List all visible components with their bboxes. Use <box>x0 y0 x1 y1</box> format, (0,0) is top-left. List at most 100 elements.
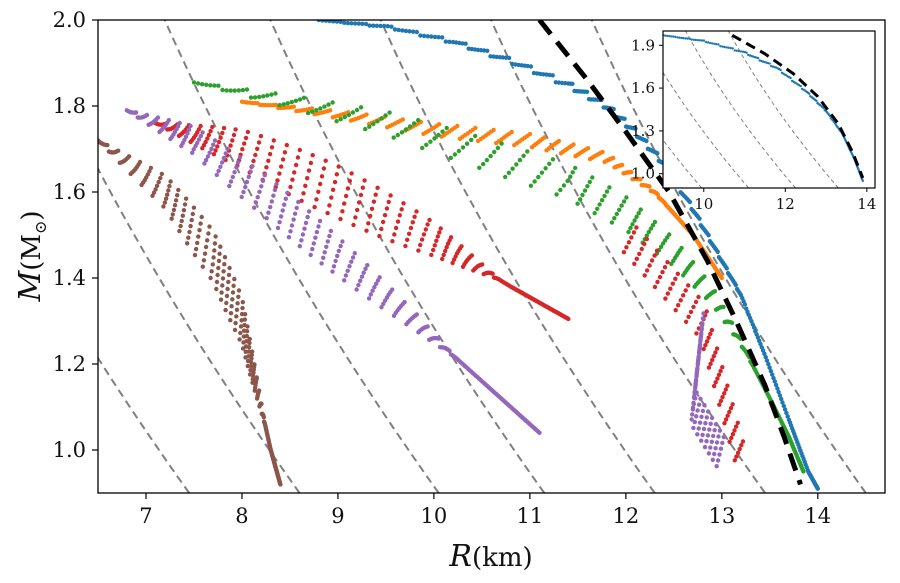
data-point-red <box>665 291 670 296</box>
data-point-blue <box>407 29 412 34</box>
data-point-orange <box>556 138 562 144</box>
data-point-blue <box>363 21 369 27</box>
data-point-green <box>346 112 352 118</box>
data-point-red <box>369 206 375 211</box>
data-point-blue <box>717 43 720 46</box>
data-point-green <box>590 175 595 180</box>
data-point-purple <box>288 229 293 234</box>
data-point-brown <box>236 294 241 299</box>
data-point-blue <box>323 20 329 23</box>
data-point-red <box>732 428 737 433</box>
data-point-blue <box>767 365 772 370</box>
data-point-brown <box>202 251 208 256</box>
data-point-blue <box>460 41 465 46</box>
data-point-brown <box>182 202 188 207</box>
data-point-red <box>694 331 699 336</box>
data-point-purple <box>319 261 324 266</box>
data-point-blue <box>784 410 789 416</box>
data-point-purple <box>691 401 696 407</box>
y-tick-label: 1.6 <box>53 180 86 204</box>
data-point-brown <box>215 272 220 278</box>
data-point-red <box>713 350 718 355</box>
data-point-green <box>604 189 610 194</box>
data-point-green <box>636 211 641 216</box>
data-point-brown <box>229 304 234 309</box>
data-point-purple <box>379 305 384 310</box>
data-point-purple <box>207 150 212 155</box>
data-point-purple <box>335 253 340 259</box>
data-point-green <box>630 222 635 227</box>
data-point-red <box>206 132 212 138</box>
data-point-purple <box>292 211 298 216</box>
data-point-orange <box>400 117 405 122</box>
data-point-green <box>281 102 286 107</box>
data-point-red <box>293 162 299 168</box>
data-point-blue <box>690 38 693 41</box>
data-point-brown <box>252 362 257 367</box>
data-point-purple <box>690 412 695 417</box>
data-point-brown <box>191 205 197 210</box>
data-point-purple <box>347 264 352 269</box>
data-point-green <box>510 166 515 171</box>
data-point-red <box>739 443 744 448</box>
data-point-green <box>383 113 388 118</box>
series-blue <box>663 34 864 183</box>
data-point-green <box>521 153 526 158</box>
data-point-orange <box>291 104 296 109</box>
y-axis-sun-symbol: ⊙ <box>31 221 50 234</box>
data-point-purple <box>711 433 716 439</box>
data-point-red <box>421 232 427 237</box>
data-point-red <box>295 155 301 160</box>
data-point-brown <box>189 217 194 223</box>
data-point-red <box>431 247 436 253</box>
data-point-orange <box>719 275 724 281</box>
data-point-brown <box>170 212 175 217</box>
data-point-purple <box>366 296 372 301</box>
data-point-red <box>723 417 729 422</box>
data-point-red <box>429 252 434 258</box>
data-point-orange <box>647 184 652 189</box>
data-point-red <box>735 420 740 425</box>
data-point-purple <box>244 179 250 185</box>
data-point-blue <box>724 266 729 271</box>
data-point-green <box>236 88 241 93</box>
data-point-brown <box>126 154 132 159</box>
data-point-purple <box>706 409 711 414</box>
data-point-brown <box>116 148 121 153</box>
data-point-brown <box>230 290 236 295</box>
data-point-brown <box>192 252 198 258</box>
data-point-green <box>658 244 664 249</box>
data-point-brown <box>249 349 255 354</box>
data-point-purple <box>185 131 190 136</box>
data-point-green <box>577 197 583 202</box>
data-point-red <box>718 368 723 374</box>
data-point-purple <box>232 170 237 175</box>
data-point-blue <box>506 55 512 61</box>
data-point-brown <box>180 213 185 218</box>
series-blue <box>316 20 820 491</box>
data-point-red <box>403 243 408 249</box>
data-point-orange <box>309 106 315 111</box>
data-point-green <box>277 103 282 108</box>
data-point-brown <box>200 264 205 269</box>
data-point-blue <box>700 39 704 42</box>
data-point-brown <box>221 269 226 274</box>
data-point-brown <box>178 223 183 229</box>
series-brown <box>98 138 283 487</box>
data-point-blue <box>684 37 687 40</box>
data-point-brown <box>278 482 283 487</box>
data-point-green <box>444 125 449 131</box>
data-point-blue <box>729 46 732 50</box>
data-point-green <box>721 304 726 310</box>
data-point-red <box>358 192 364 198</box>
data-point-purple <box>317 218 323 224</box>
data-point-green <box>289 99 294 105</box>
data-point-brown <box>209 269 214 274</box>
data-point-blue <box>655 151 660 156</box>
data-point-green <box>208 83 213 88</box>
data-point-green <box>550 157 556 162</box>
data-point-purple <box>402 299 407 305</box>
y-tick-label: 2.0 <box>53 8 86 32</box>
data-point-red <box>711 354 716 359</box>
